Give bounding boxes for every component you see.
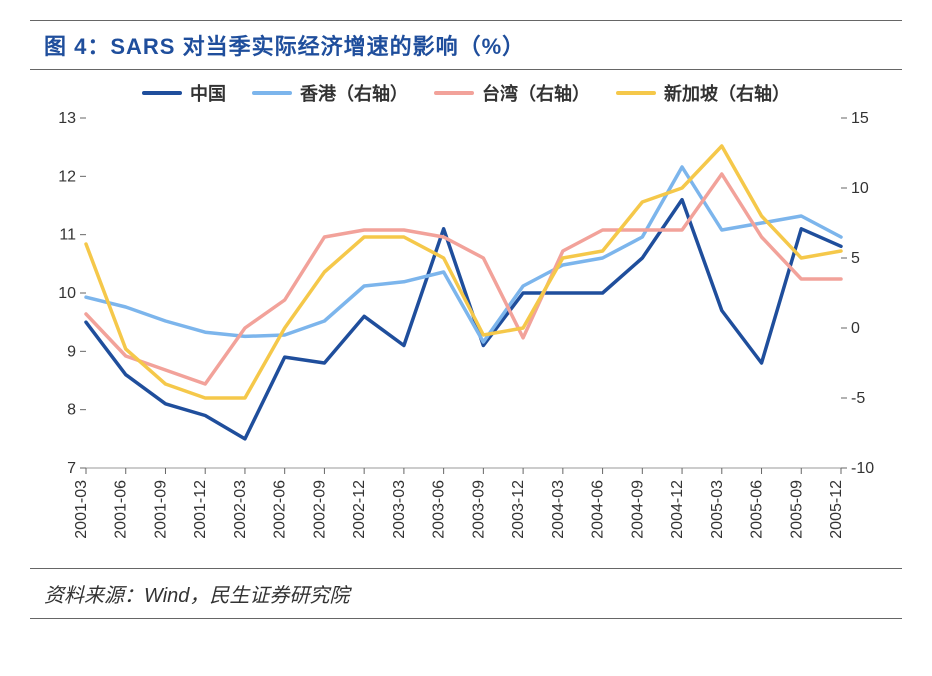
svg-text:10: 10 <box>58 285 76 302</box>
svg-text:-5: -5 <box>851 390 865 407</box>
svg-text:9: 9 <box>67 343 76 360</box>
legend-item-hk: 香港（右轴） <box>252 80 408 106</box>
svg-text:11: 11 <box>59 227 76 244</box>
chart-area: 中国 香港（右轴） 台湾（右轴） 新加坡（右轴） 7 8 9 10 11 12 13 -10 -5 0 5… <box>31 78 901 558</box>
legend-swatch <box>252 91 292 95</box>
title-row: 图 4：SARS 对当季实际经济增速的影响（%） <box>30 20 902 70</box>
svg-text:2002-03: 2002-03 <box>232 480 249 539</box>
svg-text:2002-06: 2002-06 <box>272 480 289 539</box>
svg-text:13: 13 <box>58 110 76 127</box>
svg-text:2001-06: 2001-06 <box>113 480 130 539</box>
legend-swatch <box>434 91 474 95</box>
svg-text:10: 10 <box>851 180 869 197</box>
svg-text:2005-12: 2005-12 <box>828 480 845 539</box>
svg-text:15: 15 <box>851 110 869 127</box>
svg-text:5: 5 <box>851 250 860 267</box>
legend-item-sg: 新加坡（右轴） <box>616 80 790 106</box>
svg-text:2003-12: 2003-12 <box>510 480 527 539</box>
svg-text:2002-09: 2002-09 <box>311 480 328 539</box>
svg-text:2001-03: 2001-03 <box>73 480 90 539</box>
svg-text:8: 8 <box>67 402 76 419</box>
legend-item-tw: 台湾（右轴） <box>434 80 590 106</box>
line-chart-svg: 7 8 9 10 11 12 13 -10 -5 0 5 10 15 2001-03 2001-06 2001… <box>31 78 901 558</box>
figure-container: 图 4：SARS 对当季实际经济增速的影响（%） 中国 香港（右轴） 台湾（右轴） 新… <box>0 0 932 676</box>
svg-text:2004-12: 2004-12 <box>669 480 686 539</box>
legend-label: 新加坡（右轴） <box>664 80 790 106</box>
legend-label: 中国 <box>190 80 226 106</box>
svg-text:2003-03: 2003-03 <box>391 480 408 539</box>
svg-text:2004-09: 2004-09 <box>629 480 646 539</box>
svg-text:2005-06: 2005-06 <box>749 480 766 539</box>
legend-swatch <box>142 91 182 95</box>
source-text: 资料来源：Wind，民生证券研究院 <box>44 585 349 607</box>
svg-text:0: 0 <box>851 320 860 337</box>
svg-text:2004-03: 2004-03 <box>550 480 567 539</box>
svg-text:12: 12 <box>58 168 76 185</box>
legend-label: 台湾（右轴） <box>482 80 590 106</box>
legend-swatch <box>616 91 656 95</box>
svg-text:2001-12: 2001-12 <box>192 480 209 539</box>
chart-title: 图 4：SARS 对当季实际经济增速的影响（%） <box>44 34 525 59</box>
svg-text:2003-09: 2003-09 <box>470 480 487 539</box>
svg-text:2002-12: 2002-12 <box>351 480 368 539</box>
source-row: 资料来源：Wind，民生证券研究院 <box>30 568 902 619</box>
svg-text:-10: -10 <box>851 460 874 477</box>
legend: 中国 香港（右轴） 台湾（右轴） 新加坡（右轴） <box>31 80 901 106</box>
svg-text:2005-03: 2005-03 <box>709 480 726 539</box>
svg-text:7: 7 <box>67 460 76 477</box>
svg-text:2004-06: 2004-06 <box>590 480 607 539</box>
svg-text:2003-06: 2003-06 <box>431 480 448 539</box>
legend-item-china: 中国 <box>142 80 226 106</box>
legend-label: 香港（右轴） <box>300 80 408 106</box>
svg-text:2005-09: 2005-09 <box>788 480 805 539</box>
svg-text:2001-09: 2001-09 <box>152 480 169 539</box>
